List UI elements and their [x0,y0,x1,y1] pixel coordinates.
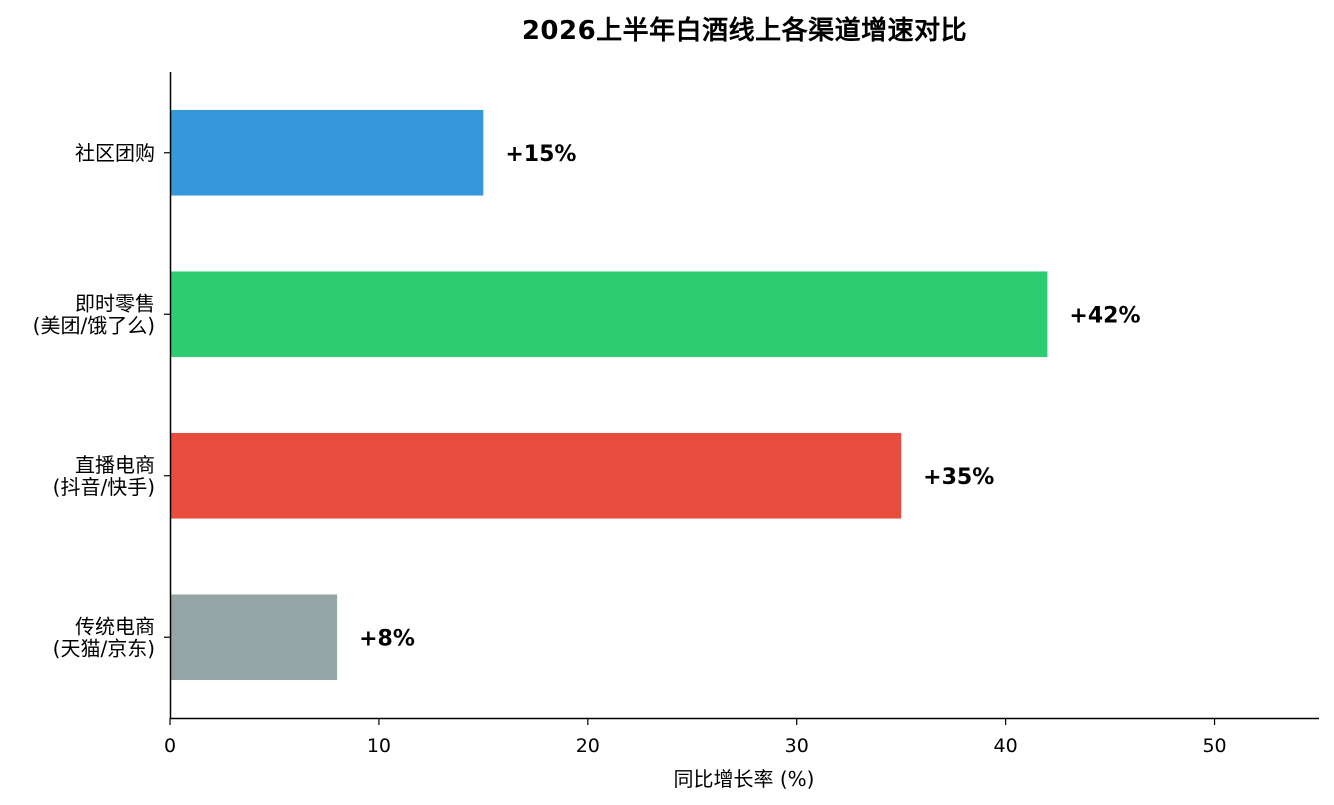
x-tick-label: 20 [576,735,600,757]
x-ticks-layer: 0 10 20 30 40 50 [164,718,1227,757]
bar [171,271,1048,358]
bar-value-label: +8% [359,626,415,651]
x-tick-label: 40 [994,735,1018,757]
category-label: 即时零售(美团/饿了么) [33,291,155,337]
bar [171,109,484,196]
x-tick-label: 0 [164,735,176,757]
x-tick-label: 50 [1202,735,1226,757]
category-label-line: (天猫/京东) [53,636,155,660]
x-tick-label: 10 [367,735,391,757]
x-axis-label: 同比增长率 (%) [674,767,815,791]
category-label-line: 直播电商 [75,453,155,477]
bar-value-label: +35% [923,465,994,490]
value-labels-layer: +15% +42% +35% +8% [359,142,1140,652]
bar [171,432,902,519]
x-tick-label: 30 [785,735,809,757]
chart-title: 2026上半年白酒线上各渠道增速对比 [521,16,968,46]
category-label: 社区团购 [75,141,155,165]
bar-value-label: +15% [505,142,576,167]
bar-value-label: +42% [1069,303,1140,328]
bars-layer [171,109,1048,681]
bar [171,594,338,681]
category-label-line: (美团/饿了么) [33,313,155,337]
category-label-line: (抖音/快手) [53,475,155,499]
category-label-line: 社区团购 [75,141,155,165]
category-label: 直播电商(抖音/快手) [53,453,155,499]
category-label-line: 即时零售 [75,291,155,315]
category-label-line: 传统电商 [75,614,155,638]
category-label: 传统电商(天猫/京东) [53,614,155,660]
